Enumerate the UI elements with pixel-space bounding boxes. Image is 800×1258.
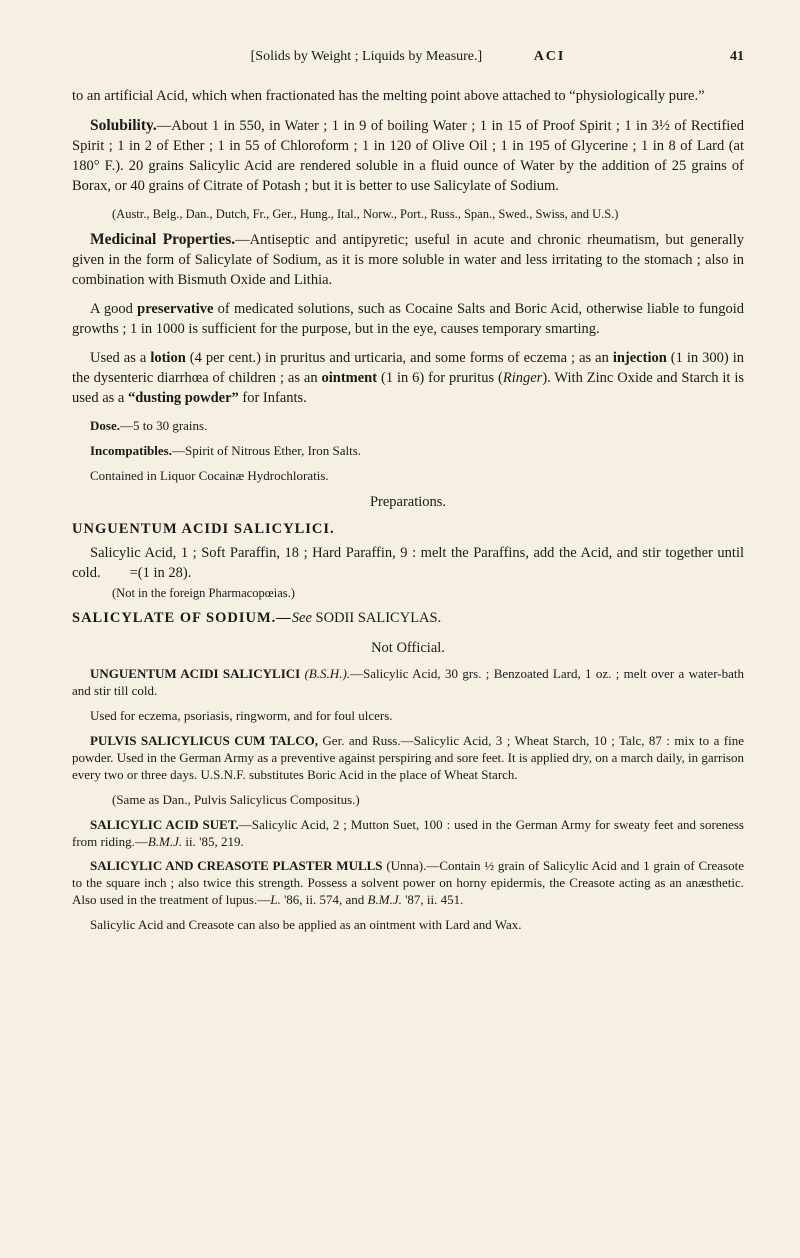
unguentum-meta: (Not in the foreign Pharmacopœias.)	[72, 585, 744, 601]
para-medicinal: Medicinal Properties.—Antiseptic and ant…	[72, 230, 744, 290]
dose-line: Dose.—5 to 30 grains.	[72, 418, 744, 435]
s4-mid: '86, ii. 574, and	[281, 892, 368, 907]
header-left: [Solids by Weight ; Liquids by Measure.]	[251, 49, 483, 64]
not-official-2-line2: (Same as Dan., Pulvis Salicylicus Compos…	[72, 792, 744, 809]
s1-ital: (B.S.H.).	[300, 666, 350, 681]
incomp-text: —Spirit of Nitrous Ether, Iron Salts.	[172, 443, 361, 458]
not-official-4-line2: Salicylic Acid and Creasote can also be …	[72, 917, 744, 934]
s2-bold: PULVIS SALICYLICUS CUM TALCO,	[90, 733, 318, 748]
dose-text: —5 to 30 grains.	[120, 418, 207, 433]
dusting-powder-bold: “dusting powder”	[128, 390, 239, 406]
unguentum-heading: UNGUENTUM ACIDI SALICYLICI.	[72, 520, 744, 540]
running-head: [Solids by Weight ; Liquids by Measure.]…	[72, 48, 744, 67]
not-official-1-line2: Used for eczema, psoriasis, ringworm, an…	[72, 708, 744, 725]
preservative-pre: A good	[90, 301, 137, 317]
not-official-heading: Not Official.	[72, 639, 744, 659]
solubility-countries: (Austr., Belg., Dan., Dutch, Fr., Ger., …	[72, 206, 744, 222]
uses-mid3: (1 in 6) for pruritus (	[377, 370, 503, 386]
ringer-ital: Ringer	[503, 370, 542, 386]
incompatibles-line: Incompatibles.—Spirit of Nitrous Ether, …	[72, 443, 744, 460]
s4-ital: L.	[270, 892, 280, 907]
solubility-heading: Solubility.	[90, 117, 157, 134]
uses-mid1: (4 per cent.) in pruritus and urticaria,…	[186, 350, 613, 366]
para-solubility: Solubility.—About 1 in 550, in Water ; 1…	[72, 116, 744, 196]
injection-bold: injection	[613, 350, 667, 366]
salicylate-sodium-lead: SALICYLATE OF SODIUM.—	[72, 610, 292, 626]
dose-lead: Dose.	[90, 418, 120, 433]
incompatibles-line2: Contained in Liquor Cocainæ Hydrochlorat…	[72, 468, 744, 485]
para-intro: to an artificial Acid, which when fracti…	[72, 87, 744, 107]
preservative-bold: preservative	[137, 301, 213, 317]
para-uses: Used as a lotion (4 per cent.) in prurit…	[72, 349, 744, 408]
header-mid: ACI	[534, 49, 566, 64]
incomp-lead: Incompatibles.	[90, 443, 172, 458]
salicylate-sodium-line: SALICYLATE OF SODIUM.—See SODII SALICYLA…	[72, 609, 744, 629]
s4-end: '87, ii. 451.	[402, 892, 464, 907]
unguentum-body: Salicylic Acid, 1 ; Soft Paraffin, 18 ; …	[72, 544, 744, 583]
solubility-text: —About 1 in 550, in Water ; 1 in 9 of bo…	[72, 118, 744, 193]
uses-end: for Infants.	[239, 390, 307, 406]
s3-bold: SALICYLIC ACID SUET.	[90, 817, 239, 832]
page-number: 41	[730, 48, 744, 67]
s4-bold: SALICYLIC AND CREASOTE PLASTER MULLS	[90, 858, 383, 873]
s3-ital: B.M.J.	[148, 834, 182, 849]
s4-ital2: B.M.J.	[368, 892, 402, 907]
not-official-4: SALICYLIC AND CREASOTE PLASTER MULLS (Un…	[72, 858, 744, 909]
preparations-heading: Preparations.	[72, 493, 744, 513]
page: [Solids by Weight ; Liquids by Measure.]…	[0, 0, 800, 990]
salicylate-see: See	[292, 610, 312, 626]
para-preservative: A good preservative of medicated solutio…	[72, 300, 744, 339]
uses-pre: Used as a	[90, 350, 150, 366]
salicylate-post: SODII SALICYLAS.	[312, 610, 441, 626]
lotion-bold: lotion	[150, 350, 185, 366]
ointment-bold: ointment	[322, 370, 378, 386]
medicinal-heading: Medicinal Properties.	[90, 231, 235, 248]
s1-bold: UNGUENTUM ACIDI SALICYLICI	[90, 666, 300, 681]
not-official-1: UNGUENTUM ACIDI SALICYLICI (B.S.H.).—Sal…	[72, 666, 744, 700]
s3-end: ii. '85, 219.	[182, 834, 244, 849]
not-official-2: PULVIS SALICYLICUS CUM TALCO, Ger. and R…	[72, 733, 744, 784]
not-official-3: SALICYLIC ACID SUET.—Salicylic Acid, 2 ;…	[72, 817, 744, 851]
